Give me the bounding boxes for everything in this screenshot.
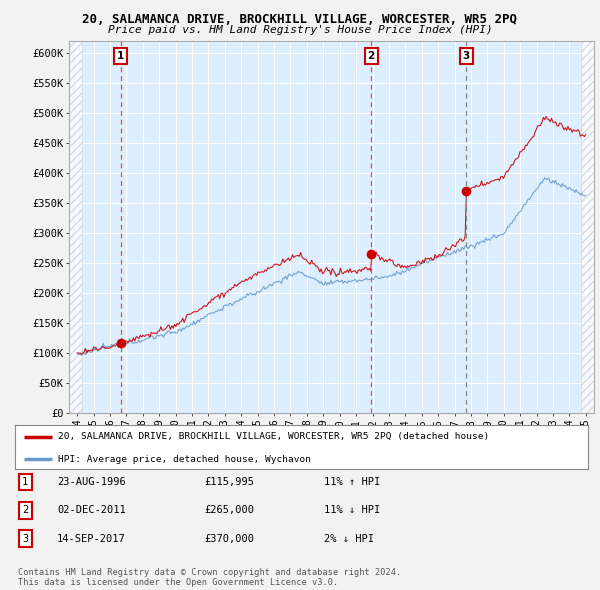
Polygon shape bbox=[581, 41, 594, 413]
Text: 1: 1 bbox=[117, 51, 124, 61]
Text: 2% ↓ HPI: 2% ↓ HPI bbox=[324, 534, 374, 543]
Text: 02-DEC-2011: 02-DEC-2011 bbox=[57, 506, 126, 515]
Text: £265,000: £265,000 bbox=[204, 506, 254, 515]
Text: HPI: Average price, detached house, Wychavon: HPI: Average price, detached house, Wych… bbox=[58, 455, 311, 464]
Text: 3: 3 bbox=[463, 51, 470, 61]
Text: 11% ↑ HPI: 11% ↑ HPI bbox=[324, 477, 380, 487]
Text: 20, SALAMANCA DRIVE, BROCKHILL VILLAGE, WORCESTER, WR5 2PQ (detached house): 20, SALAMANCA DRIVE, BROCKHILL VILLAGE, … bbox=[58, 432, 489, 441]
Text: 20, SALAMANCA DRIVE, BROCKHILL VILLAGE, WORCESTER, WR5 2PQ: 20, SALAMANCA DRIVE, BROCKHILL VILLAGE, … bbox=[83, 13, 517, 26]
Text: Contains HM Land Registry data © Crown copyright and database right 2024.
This d: Contains HM Land Registry data © Crown c… bbox=[18, 568, 401, 587]
Text: Price paid vs. HM Land Registry's House Price Index (HPI): Price paid vs. HM Land Registry's House … bbox=[107, 25, 493, 35]
Polygon shape bbox=[69, 41, 82, 413]
Text: 2: 2 bbox=[22, 506, 28, 515]
Text: £370,000: £370,000 bbox=[204, 534, 254, 543]
Text: 23-AUG-1996: 23-AUG-1996 bbox=[57, 477, 126, 487]
Text: 1: 1 bbox=[22, 477, 28, 487]
Text: 2: 2 bbox=[368, 51, 375, 61]
Text: 14-SEP-2017: 14-SEP-2017 bbox=[57, 534, 126, 543]
Text: 3: 3 bbox=[22, 534, 28, 543]
Text: 11% ↓ HPI: 11% ↓ HPI bbox=[324, 506, 380, 515]
Text: £115,995: £115,995 bbox=[204, 477, 254, 487]
